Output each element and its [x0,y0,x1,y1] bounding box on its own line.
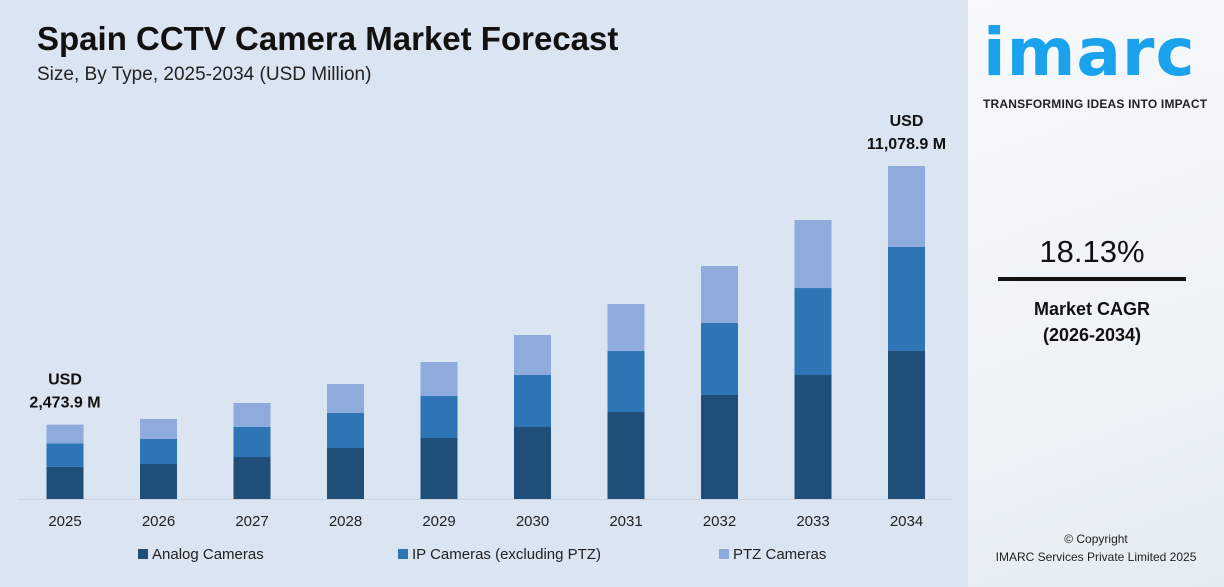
bar-2029-1 [420,396,458,439]
bar-2026-0 [140,464,177,499]
legend-label: IP Cameras (excluding PTZ) [412,546,601,563]
bar-2028-2 [327,384,364,414]
bar-2032-2 [701,266,738,324]
bar-2033-0 [794,375,832,499]
logo-tagline: TRANSFORMING IDEAS INTO IMPACT [983,97,1208,111]
bar-2034-1 [888,247,925,351]
data-label: 2,473.9 M [29,395,100,412]
cagr-divider [998,277,1186,281]
x-tick-label: 2033 [796,513,829,530]
bar-2029-0 [420,438,458,499]
bar-2030-2 [514,335,551,376]
legend-swatch [719,549,729,559]
x-tick-label: 2026 [142,513,175,530]
chart-subtitle: Size, By Type, 2025-2034 (USD Million) [37,64,372,85]
bar-2025-1 [46,443,84,467]
info-panel [968,0,1224,587]
bar-2031-2 [607,304,645,352]
bar-2027-1 [233,427,271,458]
bar-2031-0 [607,412,645,499]
bar-2034-2 [888,165,925,248]
bar-2027-2 [233,403,271,428]
x-tick-label: 2034 [890,513,923,530]
bar-2026-2 [140,419,177,440]
bar-2033-2 [794,220,832,289]
legend-label: PTZ Cameras [733,546,826,563]
data-label: USD [48,372,82,389]
bar-2032-0 [701,395,738,499]
bar-2025-0 [46,466,84,499]
x-tick-label: 2032 [703,513,736,530]
bar-2028-1 [327,413,364,448]
cagr-label-line1: Market CAGR [1033,299,1151,319]
legend-label: Analog Cameras [152,546,264,563]
bar-2027-0 [233,457,271,499]
bar-2029-2 [420,362,458,397]
legend-swatch [398,549,408,559]
bar-2032-1 [701,323,738,396]
cagr-value: 18.13% [1039,234,1145,269]
x-tick-label: 2030 [516,513,549,530]
chart-title: Spain CCTV Camera Market Forecast [37,20,619,57]
data-label: USD [890,113,924,130]
cagr-label-line2: (2026-2034) [1042,325,1142,345]
bar-chart: 2025 2026 2027 2028 2029 2030 2031 2032 2033 2034… [18,113,952,563]
cagr-label: Market CAGR (2026-2034) [998,296,1186,348]
x-tick-label: 2029 [422,513,455,530]
x-tick-label: 2031 [609,513,642,530]
x-tick-label: 2028 [329,513,362,530]
bar-2033-1 [794,288,832,376]
data-label: 11,078.9 M [867,136,946,153]
x-tick-label: 2025 [48,513,81,530]
bar-2030-1 [514,375,551,428]
bar-2028-0 [327,447,364,499]
legend-swatch [138,549,148,559]
imarc-logo: imarc [983,14,1196,91]
company-line: IMARC Services Private Limited 2025 [995,550,1197,564]
bar-2034-0 [888,350,925,499]
x-tick-label: 2027 [235,513,268,530]
copyright: © Copyright IMARC Services Private Limit… [968,530,1224,566]
bar-2031-1 [607,351,645,413]
copyright-line: © Copyright [1064,532,1128,546]
bar-2026-1 [140,439,177,465]
bar-2025-2 [46,424,84,444]
bar-2030-0 [514,427,551,499]
